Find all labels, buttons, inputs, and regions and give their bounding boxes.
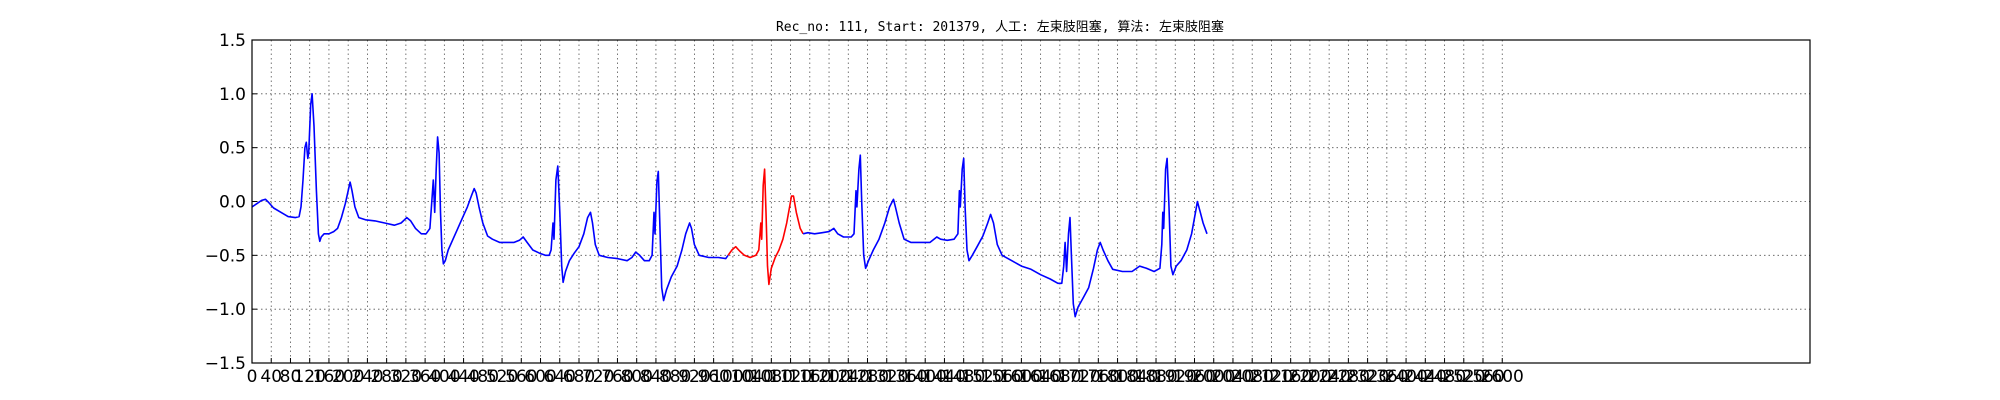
- x-tick-label: 760: [601, 367, 633, 387]
- x-tick-label: 2200: [1288, 367, 1331, 387]
- x-tick-label: 240: [351, 367, 383, 387]
- x-tick-label: 2040: [1211, 367, 1254, 387]
- x-tick-label: 2400: [1384, 367, 1427, 387]
- x-tick-label: 2280: [1327, 367, 1370, 387]
- x-tick-label: 80: [280, 367, 302, 387]
- x-tick-label: 1000: [711, 367, 754, 387]
- x-tick-label: 1080: [750, 367, 793, 387]
- x-tick-label: 2360: [1365, 367, 1408, 387]
- x-tick-label: 840: [640, 367, 672, 387]
- y-tick-label: 1.5: [219, 31, 246, 51]
- x-tick-label: 2600: [1481, 367, 1524, 387]
- x-tick-label: 960: [697, 367, 729, 387]
- x-tick-label: 160: [313, 367, 345, 387]
- x-tick-label: 2440: [1404, 367, 1447, 387]
- x-tick-label: 1480: [942, 367, 985, 387]
- x-axis: 0 408012016020024028032036040044048052056…: [247, 358, 1524, 387]
- ecg-trace-segment-2: [727, 168, 804, 286]
- x-tick-label: 520: [486, 367, 518, 387]
- x-tick-label: 1520: [961, 367, 1004, 387]
- x-tick-label: 1880: [1134, 367, 1177, 387]
- x-tick-label: 1680: [1038, 367, 1081, 387]
- x-tick-label: 2480: [1423, 367, 1466, 387]
- ecg-trace-segment-1: [251, 93, 729, 302]
- y-tick-label: −0.5: [205, 246, 246, 266]
- x-tick-label: 480: [467, 367, 499, 387]
- grid: [251, 39, 1810, 364]
- series-layer: [251, 93, 1208, 318]
- x-tick-label: 2560: [1461, 367, 1504, 387]
- x-tick-label: 1320: [865, 367, 908, 387]
- x-tick-label: 720: [582, 367, 614, 387]
- x-tick-label: 1640: [1019, 367, 1062, 387]
- x-tick-label: 400: [428, 367, 460, 387]
- x-tick-label: 600: [524, 367, 556, 387]
- x-tick-label: 640: [544, 367, 576, 387]
- x-tick-label: 320: [390, 367, 422, 387]
- y-axis: 1.5 1.0 0.5 0.0 −0.5 −1.0 −1.5: [205, 31, 257, 374]
- x-tick-label: 360: [409, 367, 441, 387]
- x-tick-label: 1800: [1096, 367, 1139, 387]
- x-tick-label: 920: [678, 367, 710, 387]
- x-tick-label: 560: [505, 367, 537, 387]
- y-tick-label: −1.5: [205, 354, 246, 374]
- x-tick-label: 120: [293, 367, 325, 387]
- x-tick-label: 1960: [1173, 367, 1216, 387]
- x-tick-label: 1600: [1000, 367, 1043, 387]
- x-tick-label: 1160: [788, 367, 831, 387]
- x-tick-label: 2120: [1250, 367, 1293, 387]
- x-tick-label: 1120: [769, 367, 812, 387]
- x-tick-label: 1200: [807, 367, 850, 387]
- x-tick-label: 200: [332, 367, 364, 387]
- x-tick-label: 280: [370, 367, 402, 387]
- x-tick-label: 1720: [1057, 367, 1100, 387]
- ecg-trace-segment-3: [802, 154, 1208, 318]
- y-tick-label: 0.5: [219, 139, 246, 159]
- y-tick-label: 0.0: [219, 193, 246, 213]
- x-tick-label: 1440: [923, 367, 966, 387]
- x-tick-label: 440: [447, 367, 479, 387]
- x-tick-label: 1360: [884, 367, 927, 387]
- chart-title: Rec_no: 111, Start: 201379, 人工: 左束肢阻塞, 算…: [776, 19, 1224, 35]
- x-tick-label: 800: [620, 367, 652, 387]
- x-tick-label: 880: [659, 367, 691, 387]
- x-tick-label: 2240: [1308, 367, 1351, 387]
- x-tick-label: 2000: [1192, 367, 1235, 387]
- x-tick-label: 1840: [1115, 367, 1158, 387]
- x-tick-label: 680: [563, 367, 595, 387]
- x-tick-label: 2520: [1442, 367, 1485, 387]
- y-tick-label: −1.0: [205, 300, 246, 320]
- x-tick-label: 1280: [846, 367, 889, 387]
- x-tick-label: 0: [247, 367, 258, 387]
- x-tick-label: 1760: [1077, 367, 1120, 387]
- x-tick-label: 2320: [1346, 367, 1389, 387]
- x-tick-label: 40: [260, 367, 282, 387]
- y-tick-label: 1.0: [219, 85, 246, 105]
- x-tick-label: 1920: [1154, 367, 1197, 387]
- x-tick-label: 2080: [1231, 367, 1274, 387]
- x-tick-label: 1560: [981, 367, 1024, 387]
- x-tick-label: 1400: [904, 367, 947, 387]
- x-tick-label: 1040: [730, 367, 773, 387]
- x-tick-label: 2160: [1269, 367, 1312, 387]
- x-tick-label: 1240: [827, 367, 870, 387]
